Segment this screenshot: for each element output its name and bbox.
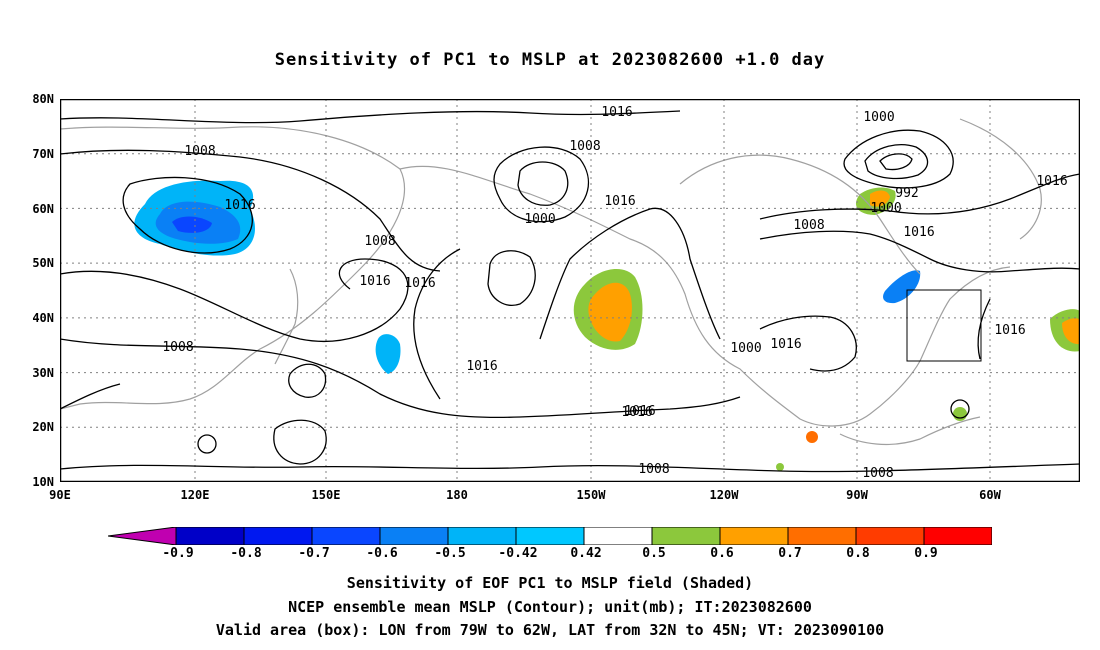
negative-region-siberia-center <box>172 216 212 233</box>
lon-label: 90E <box>49 488 71 502</box>
lon-label: 150E <box>311 488 341 502</box>
contour-label: 1008 <box>862 466 893 481</box>
lon-label: 150W <box>576 488 606 502</box>
valid-area-box <box>906 289 982 362</box>
colorbar-label: 0.5 <box>642 546 666 561</box>
contour-label: 1000 <box>863 110 894 125</box>
colorbar-label: -0.8 <box>230 546 262 561</box>
sensitivity-map: 1016 1008 1000 1016 1008 1016 1008 1016 … <box>60 99 1080 482</box>
lon-label: 90W <box>846 488 868 502</box>
colorbar-label: 0.7 <box>778 546 802 561</box>
lat-label: 70N <box>32 147 54 161</box>
lon-label: 120E <box>180 488 210 502</box>
negative-region-pacific <box>375 334 401 374</box>
contour-label: 1016 <box>994 323 1025 338</box>
colorbar-label: -0.9 <box>162 546 194 561</box>
negative-region-us-east <box>883 270 921 304</box>
caption-line-3: Valid area (box): LON from 79W to 62W, L… <box>215 621 885 639</box>
lat-label: 80N <box>32 92 54 106</box>
contour-label: 1008 <box>364 234 395 249</box>
colorbar-label: -0.42 <box>498 546 538 561</box>
colorbar-label: 0.8 <box>846 546 870 561</box>
contour-label: 1016 <box>624 404 655 419</box>
contour-label: 992 <box>895 186 918 201</box>
colorbar-swatch <box>923 527 992 545</box>
contour-label: 1008 <box>793 218 824 233</box>
contour-label: 1016 <box>601 105 632 120</box>
colorbar-swatch <box>243 527 313 545</box>
contour-label: 1008 <box>638 462 669 477</box>
map-title: Sensitivity of PC1 to MSLP at 2023082600… <box>274 50 826 70</box>
lat-label: 20N <box>32 420 54 434</box>
colorbar-label: -0.5 <box>434 546 466 561</box>
contour-label: 1000 <box>524 212 555 227</box>
colorbar-swatch <box>311 527 381 545</box>
caption-line-1: Sensitivity of EOF PC1 to MSLP field (Sh… <box>346 574 754 592</box>
colorbar-label: -0.7 <box>298 546 330 561</box>
contour-label: 1008 <box>162 340 193 355</box>
colorbar-label: 0.6 <box>710 546 734 561</box>
colorbar-min-arrow <box>108 527 177 545</box>
coastlines <box>60 118 1042 446</box>
colorbar-swatch <box>447 527 517 545</box>
colorbar-swatch <box>515 527 585 545</box>
positive-region-atlantic-core <box>1062 318 1080 345</box>
colorbar-swatch <box>583 527 653 545</box>
colorbar-label: 0.9 <box>914 546 938 561</box>
contour-label: 1016 <box>604 194 635 209</box>
lat-label: 60N <box>32 202 54 216</box>
colorbar-swatch <box>855 527 925 545</box>
lat-label: 10N <box>32 475 54 489</box>
contour-label: 1016 <box>359 274 390 289</box>
map-grid <box>60 99 1080 482</box>
lon-label: 120W <box>709 488 739 502</box>
positive-region-canada-core <box>870 190 890 207</box>
contour-label: 1016 <box>903 225 934 240</box>
colorbar-swatch <box>719 527 789 545</box>
colorbar-label: 0.42 <box>570 546 602 561</box>
contour-label: 1016 <box>404 276 435 291</box>
colorbar-swatch <box>379 527 449 545</box>
lon-label: 60W <box>979 488 1001 502</box>
colorbar <box>108 527 992 545</box>
contour-label: 1016 <box>621 405 652 420</box>
caption-line-2: NCEP ensemble mean MSLP (Contour); unit(… <box>288 598 812 616</box>
colorbar-swatch <box>787 527 857 545</box>
contour-label: 1016 <box>770 337 801 352</box>
contour-label: 1000 <box>730 341 761 356</box>
contour-label: 1008 <box>184 144 215 159</box>
sensitivity-shading <box>134 180 1080 471</box>
mslp-contours <box>60 110 1080 473</box>
contour-label: 1008 <box>569 139 600 154</box>
colorbar-swatch <box>175 527 245 545</box>
contour-label: 1016 <box>466 359 497 374</box>
colorbar-label: -0.6 <box>366 546 398 561</box>
lat-label: 40N <box>32 311 54 325</box>
contour-label: 1016 <box>1036 174 1067 189</box>
lat-label: 30N <box>32 366 54 380</box>
contour-value-labels: 1016 1008 1000 1016 1008 1016 1008 1016 … <box>162 105 1067 481</box>
colorbar-swatch <box>651 527 721 545</box>
lon-label: 180 <box>446 488 468 502</box>
positive-region-pacific-core <box>588 282 632 342</box>
contour-label: 1000 <box>870 201 901 216</box>
contour-label: 1016 <box>224 198 255 213</box>
lat-label: 50N <box>32 256 54 270</box>
